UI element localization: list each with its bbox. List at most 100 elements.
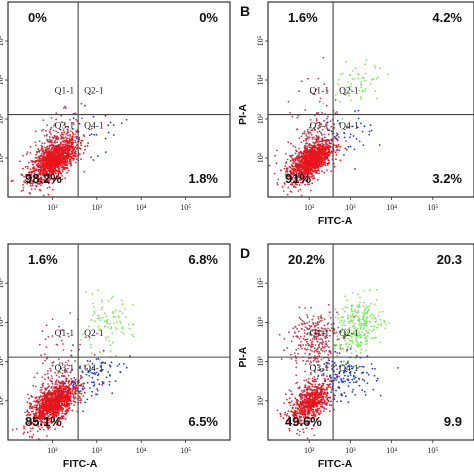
event-dot-live [335,154,338,156]
event-dot-live [316,377,319,380]
event-dot-live [273,201,275,203]
event-dot-live [311,136,314,139]
event-dot-early-apoptotic [116,365,119,367]
event-dot-live [338,149,341,152]
event-dot-live [301,422,304,425]
event-dot-live [319,159,321,161]
event-dot-live [297,173,300,175]
event-dot-live [81,376,83,379]
event-dot-live [52,179,55,182]
event-dot-live [65,152,67,155]
event-dot-early-apoptotic [363,125,366,128]
event-dot-live [72,145,74,148]
event-dot-early-apoptotic [328,129,331,132]
event-dot-live [54,391,56,394]
event-dot-early-apoptotic [120,122,123,125]
event-dot-live [51,169,53,172]
event-dot-live [78,147,81,150]
event-dot-early-apoptotic [95,134,98,136]
event-dot-live [314,141,317,144]
event-dot-live [336,368,338,371]
event-dot-live [55,175,58,178]
event-dot-live [66,132,69,134]
event-dot-live [285,168,288,171]
event-dot-early-apoptotic [108,384,111,386]
event-dot-late-apoptotic [340,92,342,95]
event-dot-necrotic [38,343,41,346]
event-dot-live [313,405,316,407]
event-dot-early-apoptotic [87,142,89,144]
event-dot-live [307,137,310,140]
event-dot-live [46,435,48,437]
event-dot-live [321,395,324,398]
event-dot-late-apoptotic [88,337,91,340]
event-dot-live [43,178,45,181]
event-dot-live [301,158,303,161]
event-dot-live [57,407,59,410]
quadrant-q4-percent: 6.5% [188,414,218,429]
event-dot-live [70,130,72,133]
event-dot-live [79,399,81,402]
event-dot-live [319,152,322,154]
event-dot-live [315,163,318,165]
y-tick-label: 10³ [256,113,265,124]
event-dot-live [306,179,309,181]
event-dot-live [308,136,311,139]
event-dot-live [295,416,298,418]
event-dot-live [63,403,66,405]
y-tick-label: 10² [0,395,5,406]
event-dot-early-apoptotic [355,138,358,140]
event-dot-live [64,409,67,412]
event-dot-live [60,152,63,154]
event-dot-live [298,159,301,162]
event-dot-live [48,411,51,414]
event-dot-live [302,404,305,407]
event-dot-live [78,138,81,141]
event-dot-live [68,160,71,163]
event-dot-live [65,161,68,164]
event-dot-live [292,181,295,184]
event-dot-live [41,426,43,429]
event-dot-late-apoptotic [357,77,359,80]
event-dot-live [60,404,63,407]
plot-frame [267,1,474,198]
event-dot-live [46,149,48,151]
event-dot-live [296,155,298,158]
quadrant-label-q2: Q2-1 [84,87,104,97]
quadrant-label-q2: Q2-1 [84,329,104,339]
event-dot-live [313,406,315,409]
event-dot-late-apoptotic [100,308,103,311]
event-dot-live [322,382,325,385]
event-dot-live [311,150,314,153]
event-dot-live [48,136,51,138]
event-dot-live [321,147,324,150]
quadrant-q3-percent: 91% [285,171,311,186]
event-dot-live [324,125,326,128]
event-dot-late-apoptotic [101,301,103,304]
event-dot-live [44,176,47,179]
event-dot-live [47,419,50,422]
event-dot-live [318,383,321,386]
event-dot-live [36,417,39,419]
event-dot-live [65,378,68,380]
event-dot-live [68,148,71,151]
event-dot-early-apoptotic [349,136,351,139]
event-dot-live [299,430,301,433]
event-dot-live [310,407,312,409]
event-dot-live [294,162,297,165]
y-tick-label: 10³ [0,356,5,367]
event-dot-live [297,420,300,423]
event-dot-live [311,427,313,430]
quadrant-label-q4: Q4-1 [84,364,104,374]
event-dot-late-apoptotic [115,328,118,331]
event-dot-live [328,148,331,151]
event-dot-live [304,177,306,180]
event-dot-live [307,173,310,176]
event-dot-necrotic [304,109,307,111]
event-dot-live [62,160,64,163]
event-dot-live [58,362,61,364]
event-dot-live [328,144,330,147]
event-dot-live [62,152,65,155]
